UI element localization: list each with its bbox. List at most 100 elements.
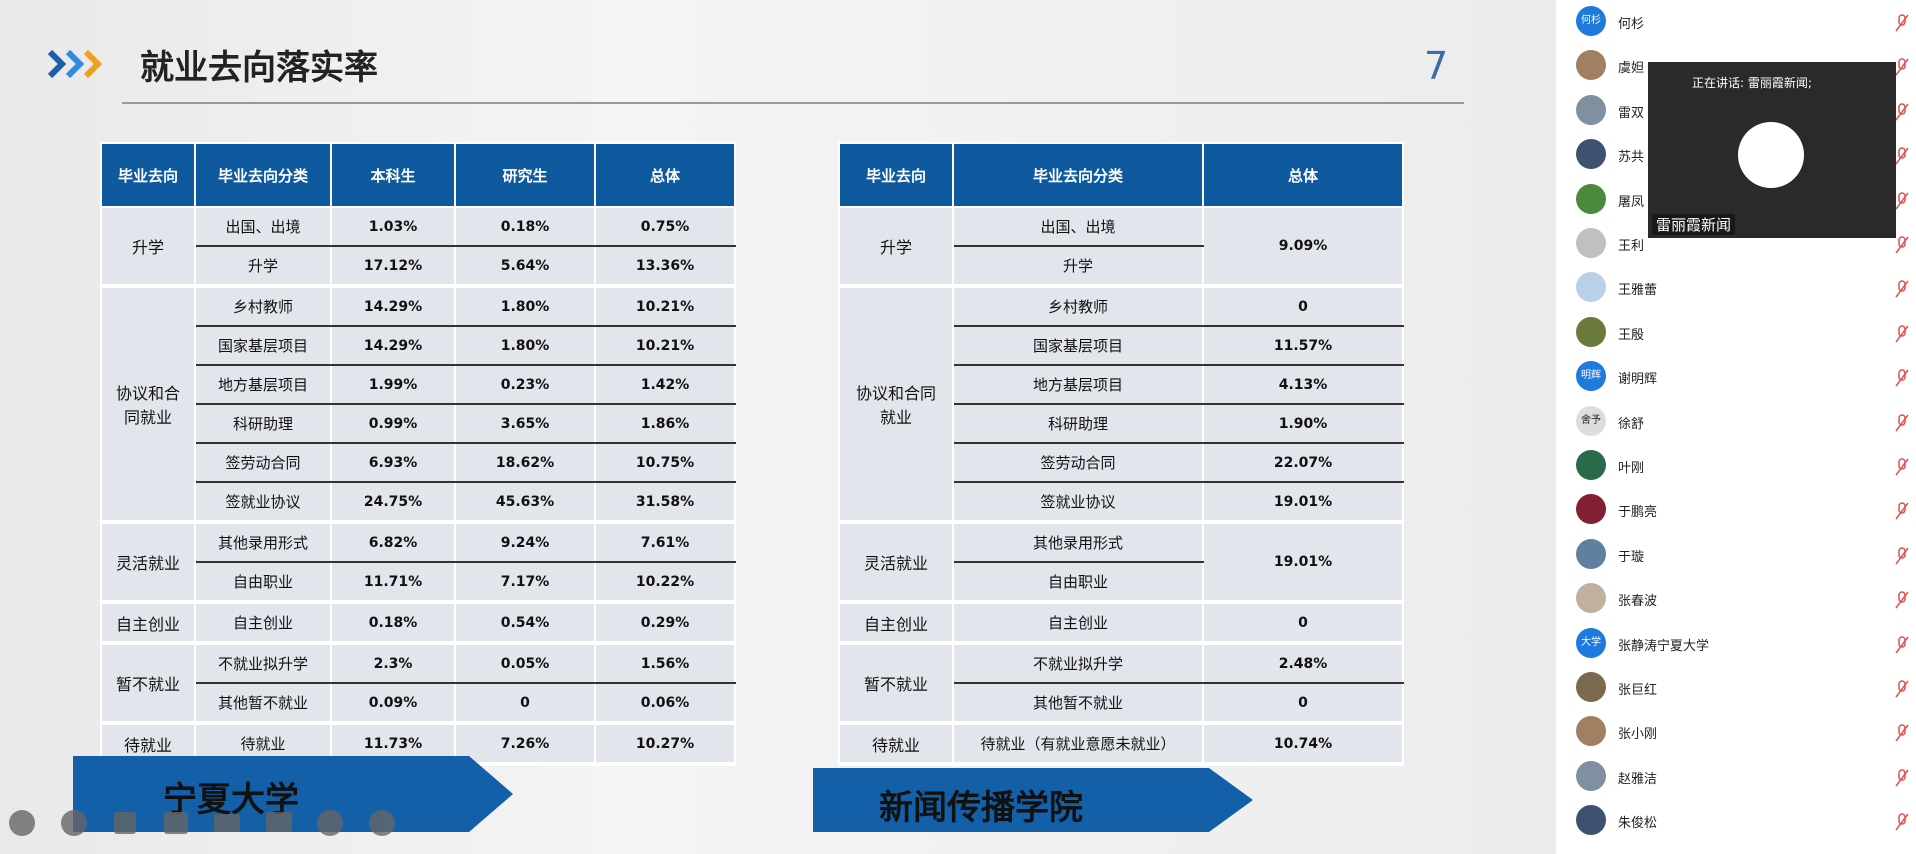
participant-name: 雷双 <box>1618 105 1645 121</box>
participant[interactable]: 大学 张静涛宁夏大学 <box>1576 622 1916 666</box>
participant-name: 谢明辉 <box>1618 372 1658 388</box>
item-cell: 签劳动合同 <box>952 443 1204 483</box>
item-cell: 自由职业 <box>194 562 332 604</box>
participant[interactable]: 于鹏亮 <box>1576 488 1916 532</box>
participant[interactable]: 张小刚 <box>1576 710 1916 754</box>
category-cell: 自主创业 <box>838 602 954 645</box>
item-cell: 其他录用形式 <box>952 522 1204 563</box>
avatar <box>1576 494 1606 525</box>
table-row: 灵活就业 其他录用形式 19.01% <box>838 522 1404 604</box>
camera-button[interactable] <box>214 814 240 832</box>
table-row: 灵活就业 其他录用形式 6.82% 9.24% 7.61% <box>100 522 736 604</box>
table-row: 升学 17.12% 5.64% 13.36% <box>101 246 736 288</box>
mic-muted-icon[interactable] <box>1894 591 1910 609</box>
header-cell: 总体 <box>594 142 736 208</box>
prev-button[interactable] <box>9 810 35 836</box>
value-cell: 10.75% <box>594 443 736 483</box>
mic-muted-icon[interactable] <box>1894 724 1910 742</box>
item-cell: 待就业（有就业意愿未就业） <box>952 723 1204 766</box>
mic-muted-icon[interactable] <box>1894 325 1910 343</box>
avatar <box>1576 272 1606 303</box>
value-cell: 0.75% <box>594 207 736 247</box>
participant[interactable]: 朱俊松 <box>1576 799 1916 843</box>
avatar: 舍予 <box>1576 405 1606 436</box>
mic-muted-icon[interactable] <box>1894 413 1910 432</box>
participant[interactable]: 王殷 <box>1576 311 1916 355</box>
participant[interactable]: 屠凤 <box>1576 178 1916 222</box>
avatar <box>1576 805 1606 836</box>
value-cell: 13.36% <box>594 246 736 288</box>
participant[interactable]: 虞妲 <box>1576 44 1916 88</box>
participant[interactable]: 叶刚 <box>1576 444 1916 488</box>
collapse-button[interactable] <box>369 810 395 836</box>
table-row: 暂不就业 不就业拟升学 2.3% 0.05% 1.56% <box>100 643 736 725</box>
participant[interactable]: 王雅蕾 <box>1576 266 1916 310</box>
participant[interactable]: 张春波 <box>1576 577 1916 621</box>
mic-muted-icon[interactable] <box>1894 147 1910 165</box>
mic-muted-icon[interactable] <box>1894 14 1910 32</box>
participant-name: 于鹏亮 <box>1618 505 1658 521</box>
category-cell: 待就业 <box>100 723 196 766</box>
table-row: 升学 <box>839 246 1403 288</box>
avatar: 何杉 <box>1576 6 1606 36</box>
participant[interactable]: 何杉 何杉 <box>1576 0 1916 44</box>
mic-muted-icon[interactable] <box>1894 813 1910 831</box>
category-cell: 暂不就业 <box>100 643 196 725</box>
mic-muted-icon[interactable] <box>1894 502 1910 520</box>
table-row: 升学 出国、出境 9.09% <box>838 207 1404 288</box>
mic-muted-icon[interactable] <box>1894 280 1910 298</box>
participant-name: 王殷 <box>1618 327 1645 343</box>
participant[interactable]: 于璇 <box>1576 533 1916 577</box>
avatar <box>1576 760 1606 791</box>
participant[interactable]: 赵雅洁 <box>1576 755 1916 799</box>
mic-muted-icon[interactable] <box>1894 191 1910 210</box>
category-cell: 自主创业 <box>100 602 196 645</box>
participant-name: 苏共 <box>1618 150 1645 166</box>
participant[interactable]: 明辉 谢明辉 <box>1576 355 1916 399</box>
screenshot-button[interactable] <box>164 812 188 834</box>
avatar <box>1576 450 1606 480</box>
avatar <box>1576 139 1606 170</box>
value-cell: 5.64% <box>454 246 596 288</box>
mic-muted-icon[interactable] <box>1894 58 1910 76</box>
table-row: 科研助理 1.90% <box>839 404 1404 444</box>
mic-muted-icon[interactable] <box>1894 369 1910 387</box>
header-row: 毕业去向 毕业去向分类 总体 <box>838 142 1404 208</box>
pen-button[interactable] <box>114 812 136 834</box>
participant[interactable]: 王利 <box>1576 222 1916 266</box>
participant[interactable]: 苏共 <box>1576 133 1916 177</box>
value-cell: 6.82% <box>330 522 456 563</box>
more-button[interactable] <box>317 810 343 836</box>
next-button[interactable] <box>61 810 87 836</box>
item-cell: 地方基层项目 <box>194 365 332 405</box>
value-cell: 22.07% <box>1202 443 1404 483</box>
value-cell: 1.80% <box>454 286 596 327</box>
avatar <box>1576 672 1606 702</box>
item-cell: 其他暂不就业 <box>952 683 1204 725</box>
mic-muted-icon[interactable] <box>1894 680 1910 698</box>
value-cell: 0 <box>1202 286 1404 327</box>
chat-button[interactable] <box>266 812 292 832</box>
mic-muted-icon[interactable] <box>1894 458 1910 476</box>
table-row: 地方基层项目 1.99% 0.23% 1.42% <box>101 365 736 405</box>
participant[interactable]: 张巨红 <box>1576 666 1916 710</box>
participant[interactable]: 雷双 <box>1576 89 1916 133</box>
mic-muted-icon[interactable] <box>1894 103 1910 121</box>
value-cell: 0.05% <box>454 643 596 684</box>
value-cell: 31.58% <box>594 482 736 524</box>
header-cell: 毕业去向 <box>100 142 196 208</box>
participant-name: 何杉 <box>1618 17 1645 32</box>
mic-muted-icon[interactable] <box>1894 635 1910 654</box>
value-cell: 9.09% <box>1202 207 1404 288</box>
category-cell: 灵活就业 <box>838 522 954 604</box>
mic-muted-icon[interactable] <box>1894 547 1910 565</box>
value-cell: 7.61% <box>594 522 736 563</box>
mic-muted-icon[interactable] <box>1894 236 1910 254</box>
value-cell: 1.86% <box>594 404 736 444</box>
mic-muted-icon[interactable] <box>1894 769 1910 787</box>
table-row: 地方基层项目 4.13% <box>839 365 1404 405</box>
value-cell: 0 <box>454 683 596 725</box>
participant[interactable]: 舍予 徐舒 <box>1576 400 1916 444</box>
chevrons <box>48 49 103 79</box>
item-cell: 升学 <box>952 246 1204 288</box>
